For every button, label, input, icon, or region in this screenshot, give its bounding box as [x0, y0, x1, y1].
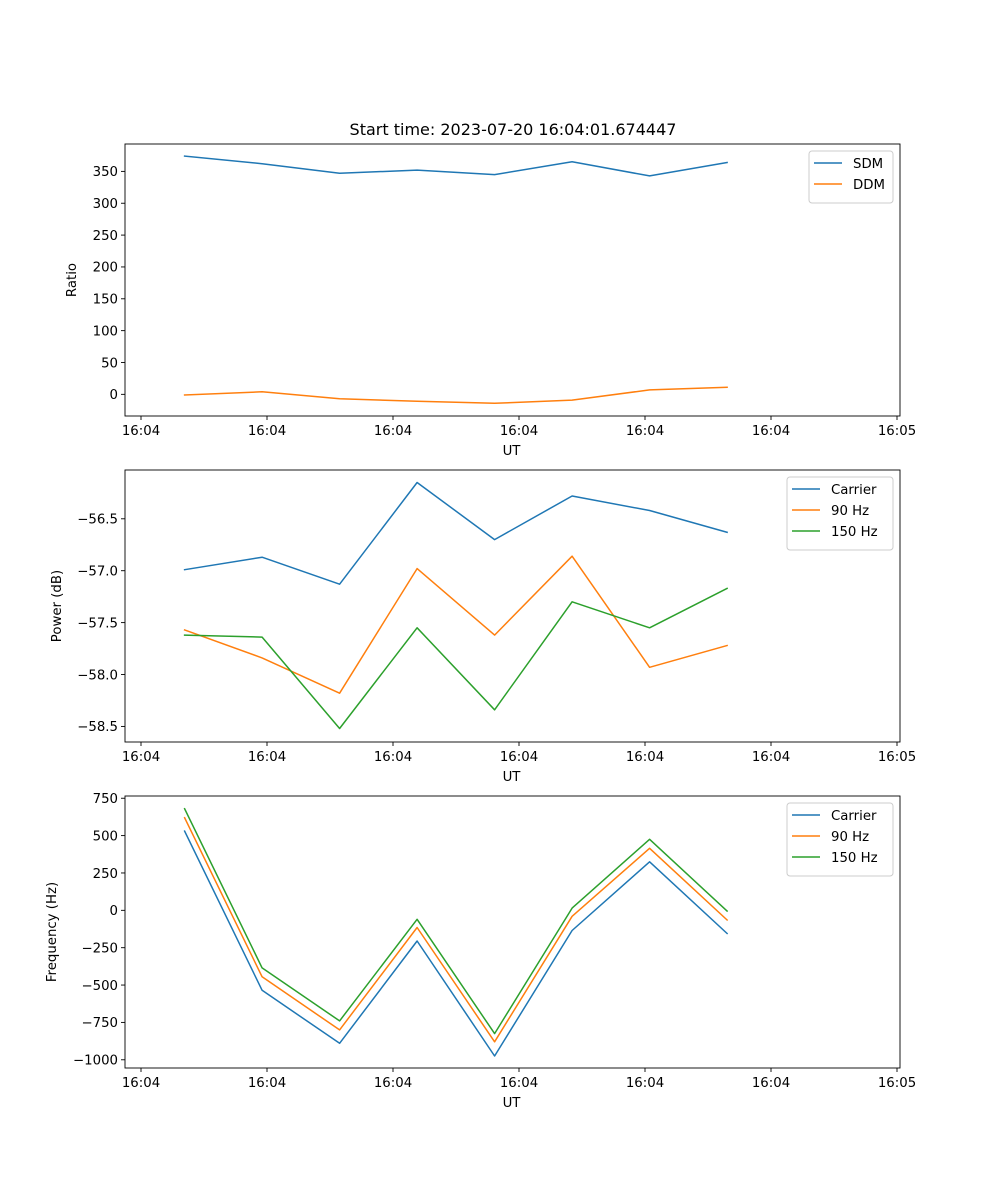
- ratio-series-sdm: [183, 155, 728, 177]
- ratio-legend-label-sdm: SDM: [853, 157, 883, 172]
- power-series-carrier: [183, 481, 729, 585]
- ratio-ytick-label-6: 300: [93, 197, 118, 212]
- ratio-xtick-label-4: 16:04: [626, 424, 664, 439]
- power-ytick-label-2: −57.5: [77, 616, 118, 631]
- ratio-xtick-label-6: 16:05: [878, 424, 916, 439]
- chart-panels: 16:04 16:04 16:04 16:04 16:04 16:04 16:05 UT 0 50…: [45, 143, 916, 1111]
- power-axes-frame: [124, 469, 901, 743]
- frequency-ytick-label-6: 500: [93, 829, 118, 844]
- frequency-xtick-label-5: 16:04: [752, 1076, 790, 1091]
- ratio-ytick-label-2: 100: [93, 324, 118, 339]
- power-ytick-label-1: −58.0: [77, 668, 118, 683]
- power-ylabel: Power (dB): [50, 570, 65, 642]
- power-ytick-label-3: −57.0: [77, 565, 118, 580]
- ratio-ylabel: Ratio: [65, 263, 80, 297]
- ratio-legend-label-ddm: DDM: [853, 178, 885, 193]
- ratio-xtick-label-0: 16:04: [122, 424, 160, 439]
- ratio-ytick-label-4: 200: [93, 261, 118, 276]
- frequency-series-carrier: [183, 830, 729, 1057]
- power-legend: Carrier 90 Hz 150 Hz: [786, 476, 894, 551]
- power-xtick-label-5: 16:04: [752, 750, 790, 765]
- power-xtick-label-1: 16:04: [248, 750, 286, 765]
- frequency-ytick-label-1: −750: [81, 1016, 118, 1031]
- ratio-series-ddm: [183, 386, 728, 405]
- panel-ratio: 16:04 16:04 16:04 16:04 16:04 16:04 16:05 UT 0 50…: [65, 143, 916, 459]
- power-xtick-label-3: 16:04: [500, 750, 538, 765]
- ratio-xtick-label-5: 16:04: [752, 424, 790, 439]
- power-xlabel: UT: [503, 770, 522, 785]
- frequency-xtick-label-3: 16:04: [500, 1076, 538, 1091]
- frequency-xtick-label-2: 16:04: [374, 1076, 412, 1091]
- power-xtick-label-0: 16:04: [122, 750, 160, 765]
- ratio-legend: SDM DDM: [808, 150, 894, 204]
- ratio-xlabel: UT: [503, 444, 522, 459]
- frequency-ytick-label-7: 750: [93, 792, 118, 807]
- frequency-legend: Carrier 90 Hz 150 Hz: [786, 802, 894, 877]
- ratio-legend-box: [808, 150, 894, 204]
- frequency-ytick-label-0: −1000: [73, 1054, 118, 1069]
- frequency-ylabel: Frequency (Hz): [45, 882, 60, 982]
- frequency-legend-label-90-hz: 90 Hz: [831, 830, 869, 845]
- ratio-ytick-label-3: 150: [93, 293, 118, 308]
- ratio-xtick-label-3: 16:04: [500, 424, 538, 439]
- power-legend-label-carrier: Carrier: [831, 483, 877, 498]
- frequency-xtick-label-6: 16:05: [878, 1076, 916, 1091]
- power-series-90-hz: [183, 555, 729, 694]
- power-series-150-hz: [183, 587, 729, 730]
- frequency-xtick-label-4: 16:04: [626, 1076, 664, 1091]
- power-ytick-label-4: −56.5: [77, 513, 118, 528]
- panel-power: 16:04 16:04 16:04 16:04 16:04 16:04 16:05 UT −58…: [50, 469, 916, 785]
- frequency-legend-label-150-hz: 150 Hz: [831, 851, 878, 866]
- frequency-xtick-label-0: 16:04: [122, 1076, 160, 1091]
- frequency-axes-frame: [124, 795, 901, 1069]
- power-xtick-label-6: 16:05: [878, 750, 916, 765]
- frequency-xtick-label-1: 16:04: [248, 1076, 286, 1091]
- ratio-axes-frame: [124, 143, 901, 417]
- frequency-legend-label-carrier: Carrier: [831, 809, 877, 824]
- frequency-xlabel: UT: [503, 1096, 522, 1111]
- panel-frequency: 16:04 16:04 16:04 16:04 16:04 16:04 16:05 UT −10…: [45, 792, 916, 1111]
- ratio-ytick-label-0: 0: [110, 388, 118, 403]
- power-xtick-label-2: 16:04: [374, 750, 412, 765]
- ratio-ytick-label-5: 250: [93, 229, 118, 244]
- figure-title: Start time: 2023-07-20 16:04:01.674447: [350, 120, 677, 139]
- ratio-ytick-label-1: 50: [101, 356, 118, 371]
- power-legend-label-90-hz: 90 Hz: [831, 504, 869, 519]
- frequency-series-90-hz: [183, 816, 729, 1043]
- power-xtick-label-4: 16:04: [626, 750, 664, 765]
- ratio-xtick-label-1: 16:04: [248, 424, 286, 439]
- frequency-ytick-label-2: −500: [81, 979, 118, 994]
- frequency-ytick-label-3: −250: [81, 941, 118, 956]
- power-ytick-label-0: −58.5: [77, 720, 118, 735]
- frequency-ytick-label-5: 250: [93, 867, 118, 882]
- ratio-xtick-label-2: 16:04: [374, 424, 412, 439]
- ratio-ytick-label-7: 350: [93, 165, 118, 180]
- power-legend-label-150-hz: 150 Hz: [831, 525, 878, 540]
- frequency-ytick-label-4: 0: [110, 904, 118, 919]
- frequency-series-150-hz: [183, 807, 729, 1035]
